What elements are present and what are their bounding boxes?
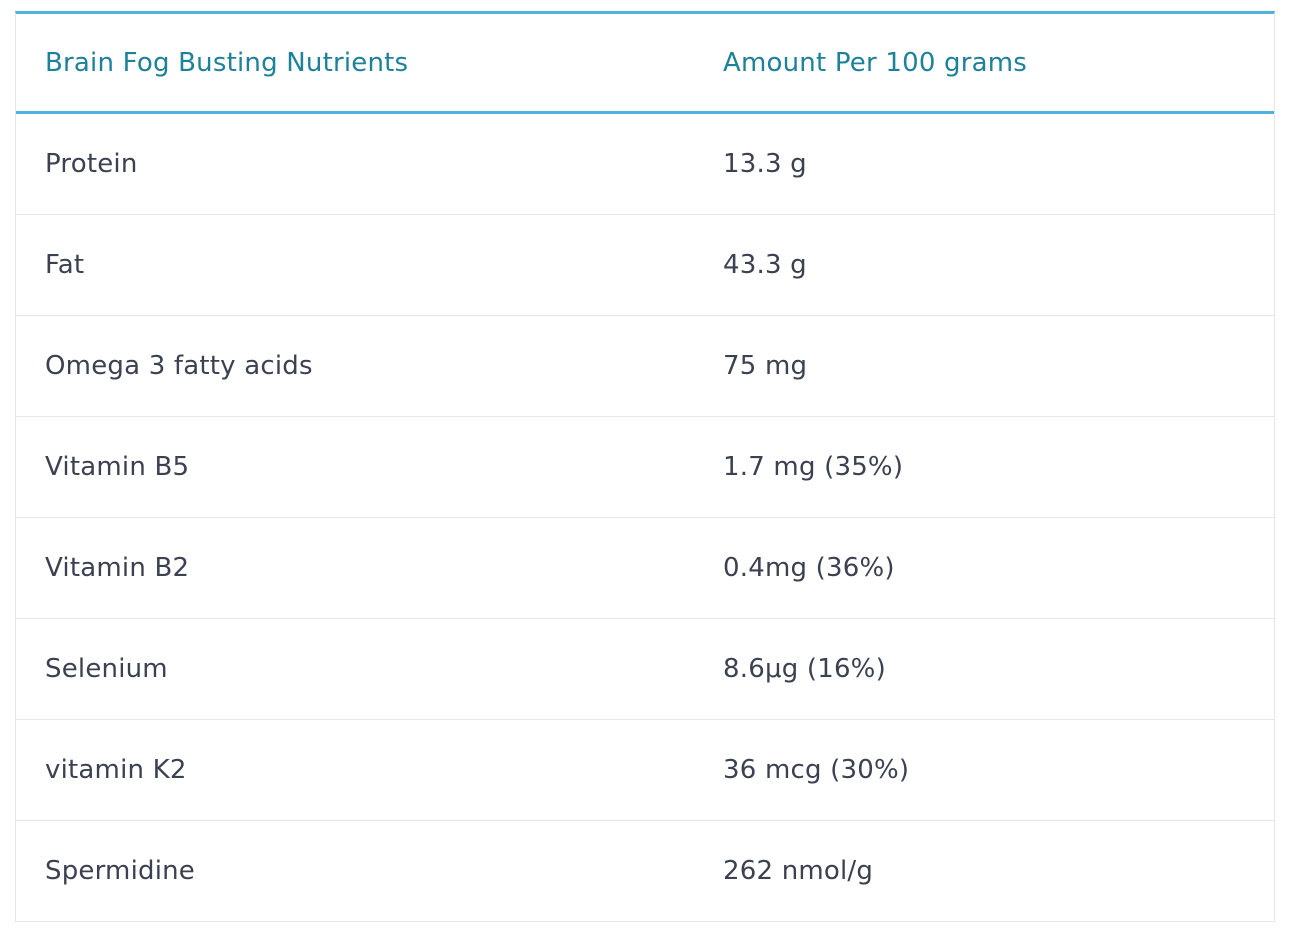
nutrient-name-cell: Vitamin B2 [16, 517, 694, 619]
nutrient-name-cell: Protein [16, 112, 694, 215]
table-row: Spermidine 262 nmol/g [16, 820, 1274, 922]
nutrient-table-container: Brain Fog Busting Nutrients Amount Per 1… [15, 11, 1275, 922]
nutrient-table: Brain Fog Busting Nutrients Amount Per 1… [16, 14, 1274, 922]
nutrient-name-cell: Selenium [16, 618, 694, 720]
nutrient-name-cell: Fat [16, 214, 694, 316]
table-row: Selenium 8.6μg (16%) [16, 618, 1274, 720]
table-header: Brain Fog Busting Nutrients Amount Per 1… [16, 14, 1274, 114]
nutrient-name-cell: Omega 3 fatty acids [16, 315, 694, 417]
nutrient-name-cell: vitamin K2 [16, 719, 694, 821]
nutrient-name-cell: Spermidine [16, 820, 694, 922]
nutrient-amount-cell: 36 mcg (30%) [694, 719, 1274, 821]
nutrient-amount-cell: 13.3 g [694, 112, 1274, 215]
column-header-amount: Amount Per 100 grams [694, 14, 1274, 114]
table-row: vitamin K2 36 mcg (30%) [16, 719, 1274, 821]
nutrient-amount-cell: 0.4mg (36%) [694, 517, 1274, 619]
table-row: Vitamin B5 1.7 mg (35%) [16, 416, 1274, 518]
header-row: Brain Fog Busting Nutrients Amount Per 1… [16, 14, 1274, 114]
nutrient-amount-cell: 262 nmol/g [694, 820, 1274, 922]
table-row: Protein 13.3 g [16, 112, 1274, 215]
nutrient-amount-cell: 1.7 mg (35%) [694, 416, 1274, 518]
table-row: Vitamin B2 0.4mg (36%) [16, 517, 1274, 619]
table-body: Protein 13.3 g Fat 43.3 g Omega 3 fatty … [16, 112, 1274, 922]
nutrient-name-cell: Vitamin B5 [16, 416, 694, 518]
table-row: Omega 3 fatty acids 75 mg [16, 315, 1274, 417]
nutrient-amount-cell: 43.3 g [694, 214, 1274, 316]
column-header-nutrient: Brain Fog Busting Nutrients [16, 14, 694, 114]
nutrient-amount-cell: 8.6μg (16%) [694, 618, 1274, 720]
table-row: Fat 43.3 g [16, 214, 1274, 316]
nutrient-amount-cell: 75 mg [694, 315, 1274, 417]
